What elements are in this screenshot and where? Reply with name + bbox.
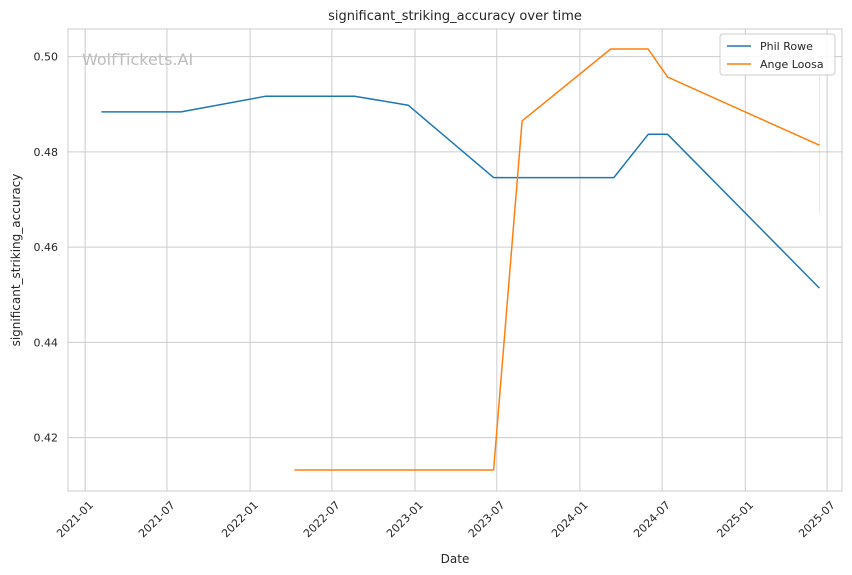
x-tick-label: 2025-07 — [796, 499, 838, 541]
plot-frame — [67, 28, 843, 492]
x-tick-label: 2024-01 — [549, 499, 591, 541]
y-tick-label: 0.46 — [34, 241, 59, 254]
x-tick-label: 2023-07 — [466, 499, 508, 541]
grid-lines — [68, 29, 842, 491]
y-tick-label: 0.50 — [34, 51, 59, 64]
x-tick-label: 2023-01 — [384, 499, 426, 541]
x-axis-label: Date — [441, 552, 470, 566]
legend-label-ange-loosa: Ange Loosa — [760, 58, 824, 71]
y-tick-label: 0.44 — [34, 336, 59, 349]
legend-label-phil-rowe: Phil Rowe — [760, 40, 813, 53]
legend: Phil Rowe Ange Loosa — [719, 33, 836, 76]
x-tick-label: 2022-01 — [219, 499, 261, 541]
x-tick-label: 2021-01 — [54, 499, 96, 541]
y-tick-label: 0.42 — [34, 432, 59, 445]
x-tick-label: 2022-07 — [301, 499, 343, 541]
x-tick-label: 2024-07 — [631, 499, 673, 541]
x-tick-label: 2021-07 — [136, 499, 178, 541]
watermark: WolfTickets.AI — [82, 50, 193, 69]
tick-labels: 2021-01 2021-07 2022-01 2022-07 2023-01 2023-… — [34, 51, 838, 541]
series-lines — [101, 48, 820, 471]
y-axis-label: significant_striking_accuracy — [9, 174, 23, 347]
chart-title: significant_striking_accuracy over time — [328, 9, 582, 24]
series-line-phil-rowe — [101, 95, 820, 289]
series-line-ange-loosa — [294, 48, 820, 471]
x-tick-label: 2025-01 — [714, 499, 756, 541]
y-tick-label: 0.48 — [34, 146, 59, 159]
